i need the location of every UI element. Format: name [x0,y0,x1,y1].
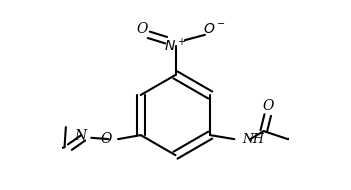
Text: O: O [100,132,111,146]
Text: O: O [137,22,148,36]
Text: $N^+$: $N^+$ [164,37,187,54]
Text: O: O [262,99,273,113]
Text: N: N [74,129,86,143]
Text: NH: NH [242,133,264,146]
Text: $O^-$: $O^-$ [203,22,226,36]
